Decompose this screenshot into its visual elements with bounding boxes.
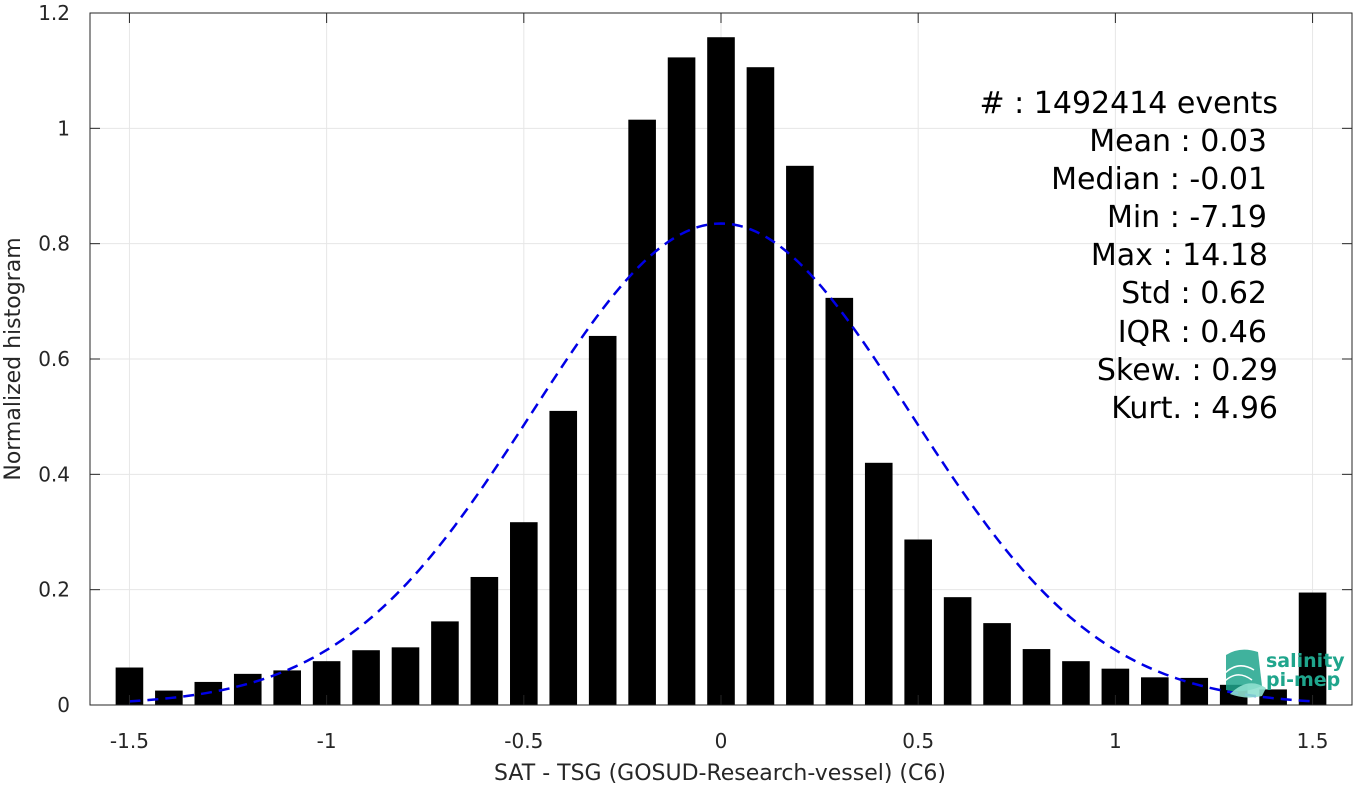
y-tick-label: 0.8 [38,232,70,256]
histogram-bar [864,462,893,705]
histogram-bar [588,335,617,705]
histogram-bar [1062,661,1090,705]
stat-events: # : 1492414 events [979,86,1278,121]
x-tick-label: 1.5 [1297,729,1329,753]
histogram-bar [786,165,814,706]
histogram-bar [391,647,420,705]
histogram-bar [352,650,380,705]
stat-min: Min : -7.19 [1107,200,1267,235]
histogram-bar [1141,677,1169,705]
histogram-bar [983,623,1011,705]
y-tick-label: 0.4 [38,462,70,486]
stat-skew: Skew. : 0.29 [1097,353,1278,388]
y-tick-label: 0.6 [38,347,70,371]
logo-text-line2: pi-mep [1266,669,1340,691]
x-tick-label: -0.5 [504,729,543,753]
stat-kurt: Kurt. : 4.96 [1111,391,1278,426]
gaussian-fit-curve [129,222,1313,703]
histogram-bar [549,410,578,705]
histogram-bar [943,597,972,705]
axis-ticks [90,12,1352,706]
y-axis-label: Normalized histogram [1,237,26,480]
x-tick-label: -1.5 [110,729,149,753]
stat-std: Std : 0.62 [1121,276,1267,311]
y-tick-labels: 0 0.2 0.4 0.6 0.8 1 1.2 [38,1,70,717]
logo-mark-icon [1221,649,1266,698]
stat-max: Max : 14.18 [1091,238,1268,273]
histogram-bar [628,119,656,705]
x-axis-label: SAT - TSG (GOSUD-Research-vessel) (C6) [494,761,946,785]
histogram-bar [825,297,854,705]
y-tick-label: 1 [57,116,70,140]
x-tick-label: -1 [317,729,337,753]
logo-text-line1: salinity [1266,650,1345,672]
y-tick-label: 0.2 [38,578,70,602]
x-tick-labels: -1.5 -1 -0.5 0 0.5 1 1.5 [110,729,1329,753]
x-tick-label: 0.5 [902,729,934,753]
y-tick-label: 0 [57,693,70,717]
histogram-bar [470,576,499,705]
histogram-bar [510,522,538,705]
histogram-bar [233,673,262,705]
histogram-bar [1298,592,1327,705]
histogram-bar [707,37,735,706]
histogram-bar [431,621,459,705]
y-tick-label: 1.2 [38,1,70,25]
histogram-bar [746,67,775,705]
stat-mean: Mean : 0.03 [1089,124,1267,159]
x-tick-label: 1 [1109,729,1122,753]
histogram-bar [667,57,696,706]
stat-median: Median : -0.01 [1051,162,1267,197]
stat-iqr: IQR : 0.46 [1118,315,1267,350]
histogram-bar [273,670,301,705]
x-tick-label: 0 [715,729,728,753]
histogram-bar [904,539,932,705]
statistics-annotation: # : 1492414 events Mean : 0.03 Median : … [979,86,1278,426]
salinity-pimep-logo: salinity pi-mep [1221,649,1345,698]
histogram-bar [1022,649,1051,705]
histogram-bars [115,37,1327,706]
